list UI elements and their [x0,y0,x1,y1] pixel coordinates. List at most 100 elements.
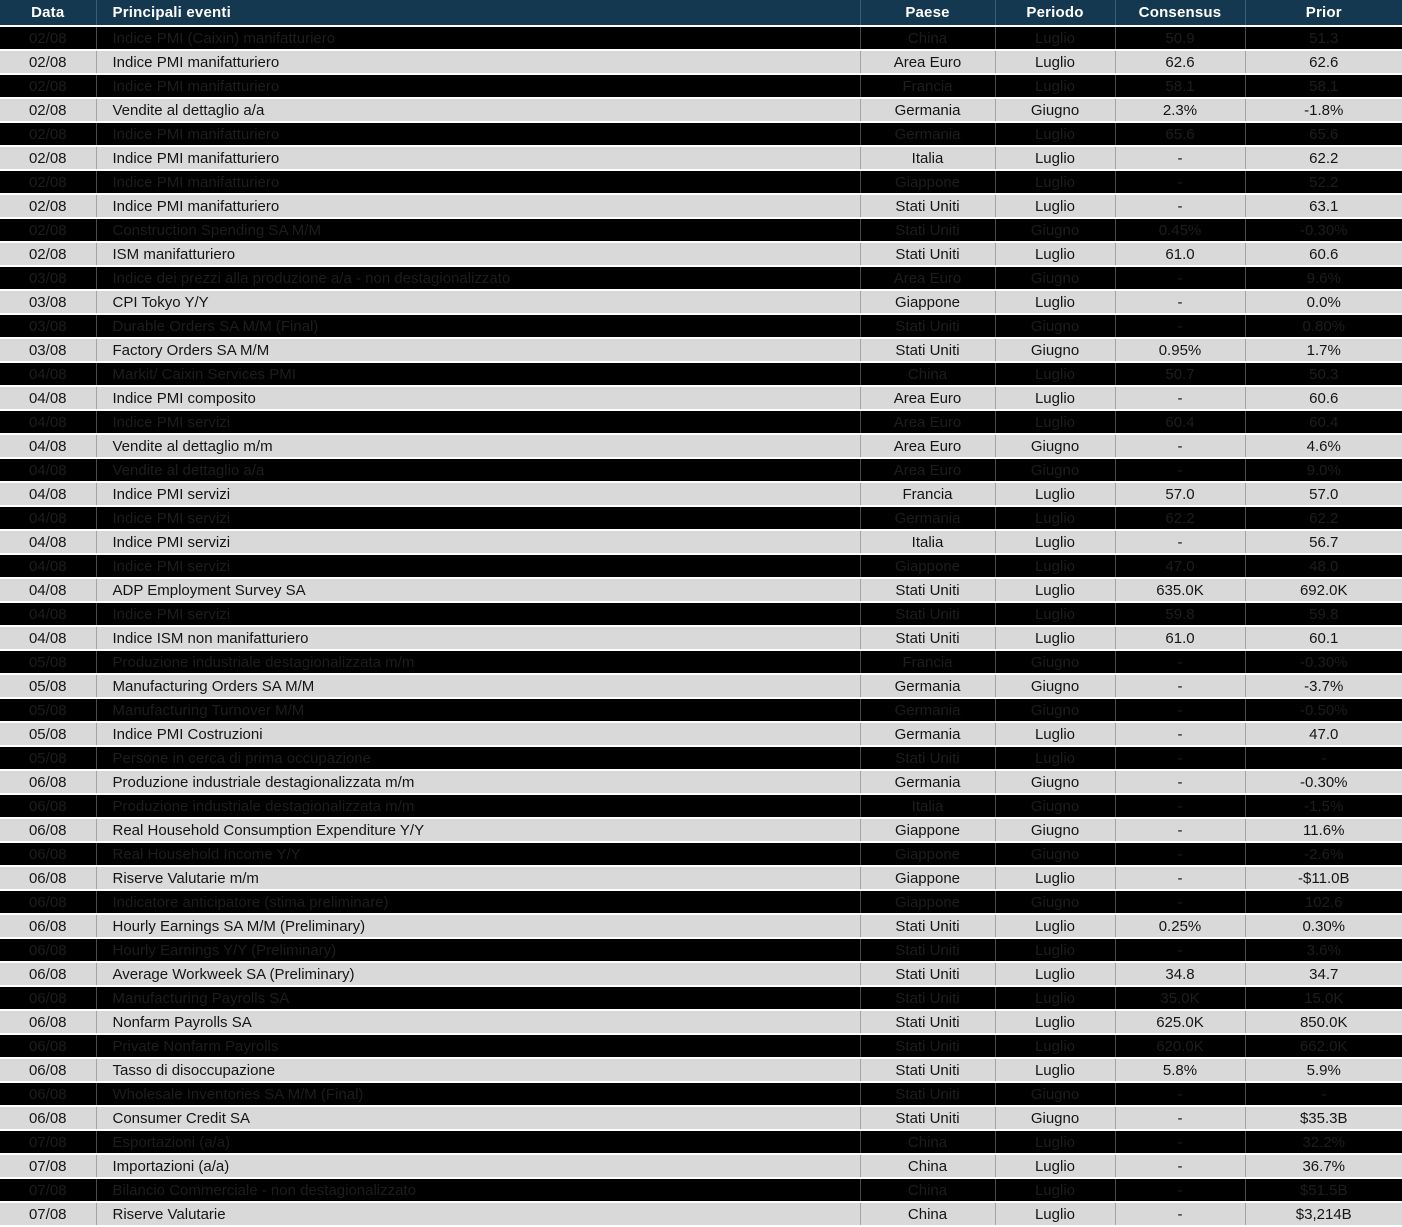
period-cell: Luglio [995,362,1116,387]
consensus-cell: 61.0 [1115,242,1246,267]
column-header-prior: Prior [1245,0,1402,27]
event-cell: Indice PMI servizi [96,530,861,555]
consensus-cell: - [1115,1130,1246,1155]
header-row: Data Principali eventi Paese Periodo Con… [0,0,1402,27]
prior-cell: 60.6 [1245,242,1402,267]
consensus-cell: - [1115,938,1246,963]
period-cell: Luglio [995,578,1116,603]
prior-cell: 0.80% [1245,314,1402,339]
column-header-periodo: Periodo [995,0,1116,27]
date-cell: 06/08 [0,986,97,1011]
country-cell: Stati Uniti [860,1034,996,1059]
date-cell: 04/08 [0,530,97,555]
table-row: 02/08 Indice PMI (Caixin) manifatturiero C… [0,26,1402,51]
prior-cell: 0.30% [1245,914,1402,939]
consensus-cell: - [1115,1178,1246,1203]
consensus-cell: 50.7 [1115,362,1246,387]
period-cell: Luglio [995,290,1116,315]
date-cell: 07/08 [0,1178,97,1203]
prior-cell: 0.0% [1245,290,1402,315]
country-cell: Giappone [860,866,996,891]
period-cell: Luglio [995,962,1116,987]
table-row: 07/08 Riserve Valutarie China Luglio - $3,214… [0,1202,1402,1227]
country-cell: Giappone [860,290,996,315]
period-cell: Luglio [995,410,1116,435]
country-cell: Area Euro [860,50,996,75]
period-cell: Luglio [995,194,1116,219]
event-cell: Indice PMI manifatturiero [96,146,861,171]
prior-cell: 51.3 [1245,26,1402,51]
country-cell: Stati Uniti [860,1082,996,1107]
date-cell: 02/08 [0,98,97,123]
event-cell: Average Workweek SA (Preliminary) [96,962,861,987]
period-cell: Luglio [995,1130,1116,1155]
consensus-cell: - [1115,194,1246,219]
date-cell: 04/08 [0,506,97,531]
table-row: 06/08 Produzione industriale destagionali… [0,794,1402,819]
consensus-cell: - [1115,866,1246,891]
prior-cell: 47.0 [1245,722,1402,747]
period-cell: Giugno [995,218,1116,243]
table-row: 06/08 Hourly Earnings SA M/M (Preliminary… [0,914,1402,939]
prior-cell: 60.6 [1245,386,1402,411]
table-row: 04/08 Vendite al dettaglio m/m Area Euro Gi… [0,434,1402,459]
table-row: 06/08 Nonfarm Payrolls SA Stati Uniti Lugli… [0,1010,1402,1035]
period-cell: Luglio [995,386,1116,411]
country-cell: Germania [860,722,996,747]
consensus-cell: - [1115,674,1246,699]
prior-cell: -0.50% [1245,698,1402,723]
date-cell: 06/08 [0,890,97,915]
period-cell: Giugno [995,770,1116,795]
table-row: 06/08 Wholesale Inventories SA M/M (Final… [0,1082,1402,1107]
country-cell: Francia [860,74,996,99]
event-cell: Hourly Earnings Y/Y (Preliminary) [96,938,861,963]
consensus-cell: - [1115,458,1246,483]
date-cell: 06/08 [0,1106,97,1131]
country-cell: Stati Uniti [860,626,996,651]
period-cell: Luglio [995,50,1116,75]
consensus-cell: - [1115,794,1246,819]
country-cell: Stati Uniti [860,194,996,219]
date-cell: 06/08 [0,1034,97,1059]
prior-cell: 52.2 [1245,170,1402,195]
country-cell: Germania [860,506,996,531]
period-cell: Luglio [995,866,1116,891]
country-cell: China [860,1154,996,1179]
period-cell: Luglio [995,914,1116,939]
event-cell: Indice PMI servizi [96,410,861,435]
event-cell: Real Household Income Y/Y [96,842,861,867]
date-cell: 02/08 [0,194,97,219]
consensus-cell: 0.25% [1115,914,1246,939]
country-cell: Stati Uniti [860,962,996,987]
period-cell: Giugno [995,266,1116,291]
country-cell: Giappone [860,842,996,867]
country-cell: Stati Uniti [860,746,996,771]
prior-cell: 63.1 [1245,194,1402,219]
country-cell: Italia [860,146,996,171]
prior-cell: 102.6 [1245,890,1402,915]
date-cell: 04/08 [0,362,97,387]
prior-cell: 60.1 [1245,626,1402,651]
column-header-data: Data [0,0,97,27]
prior-cell: 5.9% [1245,1058,1402,1083]
date-cell: 03/08 [0,338,97,363]
period-cell: Giugno [995,458,1116,483]
consensus-cell: 0.45% [1115,218,1246,243]
period-cell: Luglio [995,986,1116,1011]
event-cell: Riserve Valutarie m/m [96,866,861,891]
date-cell: 03/08 [0,290,97,315]
table-row: 07/08 Esportazioni (a/a) China Luglio -32.2% [0,1130,1402,1155]
table-row: 04/08 Indice PMI composito Area Euro Luglio… [0,386,1402,411]
table-row: 02/08 ISM manifatturiero Stati Uniti Luglio… [0,242,1402,267]
country-cell: Stati Uniti [860,1106,996,1131]
country-cell: Area Euro [860,434,996,459]
prior-cell: -3.7% [1245,674,1402,699]
prior-cell: -1.8% [1245,98,1402,123]
period-cell: Luglio [995,1202,1116,1227]
event-cell: Indice PMI servizi [96,554,861,579]
event-cell: Nonfarm Payrolls SA [96,1010,861,1035]
date-cell: 06/08 [0,938,97,963]
consensus-cell: - [1115,722,1246,747]
table-row: 06/08 Consumer Credit SA Stati Uniti Giugno… [0,1106,1402,1131]
table-body: 02/08 Indice PMI (Caixin) manifatturiero C… [0,26,1402,1227]
